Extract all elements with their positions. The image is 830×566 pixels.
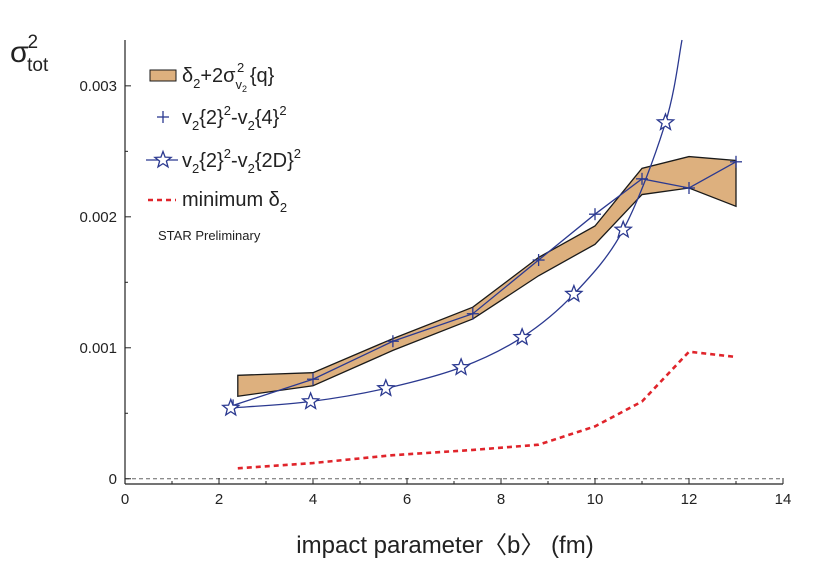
plus-line (232, 161, 737, 407)
legend-item-plus: v2{2}2-v2{4}2 (157, 103, 287, 133)
y-tick-label: 0.002 (79, 209, 117, 226)
plus-point (730, 155, 742, 168)
x-tick-label: 0 (121, 491, 129, 508)
series-layer (220, 39, 742, 470)
y-tick-label: 0 (109, 471, 117, 488)
legend-star-marker (153, 149, 173, 169)
x-tick-label: 4 (309, 491, 317, 508)
y-tick-label: 0.001 (79, 340, 117, 357)
star-point (655, 112, 676, 131)
legend-item-band: δ2+2σv22 {q} (149, 60, 275, 94)
plus-point (589, 208, 601, 221)
legend-minimum-label: minimum δ2 (182, 189, 287, 215)
plus-point (386, 335, 399, 348)
legend-plus-marker (157, 111, 169, 123)
x-tick-label: 14 (775, 491, 792, 508)
star-point (376, 378, 396, 397)
legend-band-swatch (149, 69, 177, 82)
y-tick-label: 0.003 (79, 78, 117, 95)
star-point (300, 391, 321, 410)
star-point (564, 283, 584, 303)
y-axis-title-sup: 2 (28, 32, 39, 53)
legend: δ2+2σv22 {q} v2{2}2-v2{4}2 v2{2}2-v2{2D}… (146, 60, 301, 215)
ticks-layer: 0 2 4 6 8 10 12 14 0 0.001 0.002 0.003 (79, 78, 791, 508)
legend-item-minimum: minimum δ2 (148, 189, 287, 215)
plus-point (532, 254, 545, 267)
star-curve-line (230, 39, 683, 409)
band-area (237, 155, 737, 397)
x-tick-label: 6 (403, 491, 411, 508)
star-point (220, 397, 241, 417)
y-axis-title: σ2 tot (10, 32, 49, 76)
x-tick-label: 12 (681, 491, 698, 508)
band-layer (237, 155, 737, 397)
plus-point (636, 172, 648, 185)
legend-star-label: v2{2}2-v2{2D}2 (182, 146, 301, 176)
legend-item-star: v2{2}2-v2{2D}2 (146, 146, 301, 176)
star-point (512, 326, 532, 346)
minimum-line (237, 350, 737, 470)
x-tick-label: 8 (497, 491, 505, 508)
y-axis-title-sub: tot (27, 55, 49, 76)
plus-point (683, 182, 695, 194)
star-preliminary-label: STAR Preliminary (158, 228, 261, 243)
x-axis-title: impact parameter〈b〉 (fm) (296, 532, 593, 559)
legend-plus-label: v2{2}2-v2{4}2 (182, 103, 287, 133)
y-axis-title-main: σ (10, 36, 29, 69)
legend-band-label: δ2+2σv22 {q} (182, 60, 275, 94)
star-point (451, 357, 471, 376)
x-tick-label: 10 (587, 491, 604, 508)
star-point (613, 219, 634, 239)
x-tick-label: 2 (215, 491, 223, 508)
plus-point (307, 373, 319, 386)
plus-point (466, 307, 479, 320)
